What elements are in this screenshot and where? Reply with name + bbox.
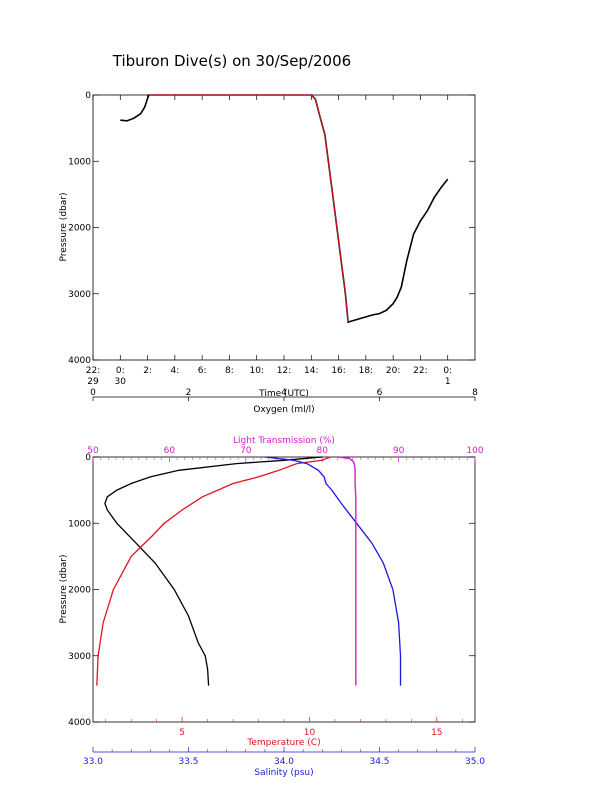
time-x-tick-label: 18: [359,366,373,376]
profile-light_transmission-line [337,456,357,686]
salinity-tick-label: 35.0 [465,757,485,767]
time-x-tick-label: 22: [413,366,427,376]
time-x-ticks: 22:290:302: 4: 6: 8: 10: 12: 14: 16: 18: 20: 22: 0:… [86,95,452,387]
profile-oxygen-line [104,456,323,686]
light-transmission-tick-label: 100 [466,446,483,456]
time-x-tick-sublabel: 30 [115,377,127,387]
oxygen-axis-label: Oxygen (ml/l) [253,405,314,415]
time-y-ticks: 0 1000 2000 3000 4000 [68,91,475,366]
time-x-tick-label: 14: [304,366,318,376]
time-series-red-line [148,94,349,323]
profile-y-axis-label: Pressure (dbar) [59,555,69,624]
time-series [120,94,449,324]
light-transmission-tick-label: 90 [393,446,405,456]
salinity-tick-label: 34.5 [369,757,389,767]
profile-y-tick-label: 1000 [68,519,91,529]
time-x-tick-sublabel: 1 [445,377,451,387]
profile-axes: 0 1000 2000 3000 4000 0 2 4 6 8 50 60 70 80 90 100 5 10 15… [68,388,485,767]
figure-title: Tiburon Dive(s) on 30/Sep/2006 [112,52,351,70]
time-y-tick-label: 4000 [68,356,91,366]
time-y-tick-label: 2000 [68,224,91,234]
salinity-tick-label: 33.5 [178,757,198,767]
time-x-tick-label: 0: [443,366,452,376]
time-x-tick-label: 22: [86,366,100,376]
light-transmission-tick-label: 70 [240,446,252,456]
profile-y-tick-label: 4000 [68,718,91,728]
temperature-tick-label: 10 [304,728,316,738]
oxygen-tick-label: 0 [90,388,96,398]
time-x-tick-label: 4: [170,366,179,376]
time-y-tick-label: 3000 [68,290,91,300]
light-transmission-tick-label: 60 [164,446,176,456]
temperature-tick-label: 15 [431,728,442,738]
time-y-axis-label: Pressure (dbar) [59,193,69,262]
time-y-tick-label: 0 [85,91,91,101]
time-x-tick-label: 10: [249,366,263,376]
time-x-tick-label: 20: [386,366,400,376]
salinity-axis-label: Salinity (psu) [254,768,313,778]
time-x-tick-label: 0: [116,366,125,376]
oxygen-tick-label: 4 [281,388,287,398]
profile-temperature-line [96,456,331,686]
light-transmission-axis-label: Light Transmission (%) [233,436,335,446]
profile-panel: 0 1000 2000 3000 4000 0 2 4 6 8 50 60 70 80 90 100 5 10 15… [59,388,485,778]
time-x-tick-label: 6: [198,366,207,376]
salinity-tick-label: 33.0 [83,757,103,767]
oxygen-tick-label: 2 [186,388,192,398]
time-series-black-line [120,94,449,324]
time-y-tick-label: 1000 [68,157,91,167]
time-x-tick-sublabel: 29 [87,377,99,387]
profile-y-tick-label: 0 [85,453,91,463]
light-transmission-tick-label: 80 [316,446,328,456]
light-transmission-tick-label: 50 [87,446,99,456]
profile-y-tick-label: 3000 [68,652,91,662]
time-x-tick-label: 8: [225,366,234,376]
oxygen-tick-label: 8 [472,388,478,398]
profile-y-tick-label: 2000 [68,586,91,596]
time-panel: 22:290:302: 4: 6: 8: 10: 12: 14: 16: 18: 20: 22: 0:… [59,91,476,399]
time-x-tick-label: 2: [143,366,152,376]
time-x-tick-label: 16: [331,366,345,376]
time-x-tick-label: 12: [277,366,291,376]
oxygen-tick-label: 6 [377,388,383,398]
profile-series [96,456,402,686]
temperature-tick-label: 5 [179,728,185,738]
salinity-tick-label: 34.0 [274,757,294,767]
profile-plot-frame [92,456,476,723]
profile-salinity-line [264,456,402,686]
time-x-axis-label: Time (UTC) [258,389,309,399]
temperature-axis-label: Temperature (C) [246,738,320,748]
